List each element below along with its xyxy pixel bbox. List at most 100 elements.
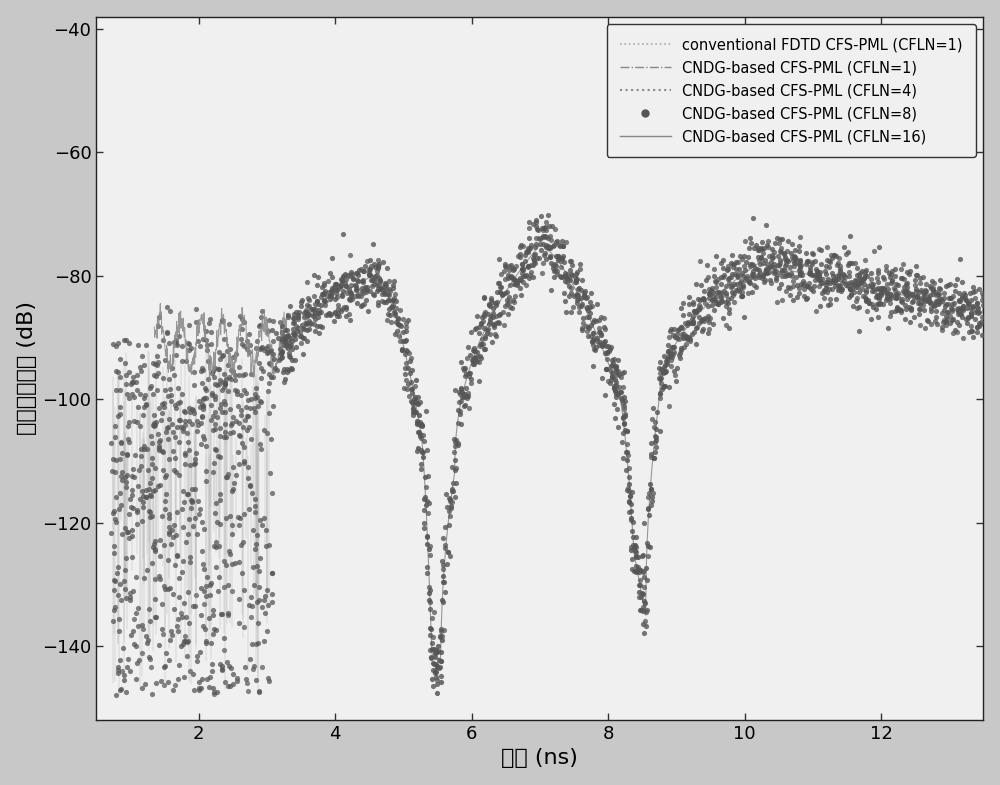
Point bbox=[901, 289, 917, 301]
Point bbox=[295, 348, 311, 360]
Point bbox=[876, 283, 892, 295]
Point bbox=[661, 400, 677, 413]
Point bbox=[156, 397, 172, 410]
Point bbox=[880, 283, 896, 295]
Point bbox=[342, 314, 358, 327]
Point bbox=[778, 267, 794, 279]
Point bbox=[534, 267, 550, 279]
Point bbox=[191, 508, 207, 520]
Point bbox=[419, 495, 435, 508]
Point bbox=[112, 352, 128, 365]
Point bbox=[819, 276, 835, 289]
Point bbox=[853, 276, 869, 288]
Point bbox=[134, 619, 150, 631]
Point bbox=[910, 293, 926, 305]
Point bbox=[272, 343, 288, 356]
Point bbox=[663, 323, 679, 335]
Point bbox=[563, 287, 579, 299]
Point bbox=[591, 338, 607, 351]
Point bbox=[428, 666, 444, 678]
Point bbox=[203, 326, 219, 338]
Point bbox=[132, 493, 148, 506]
Point bbox=[138, 491, 154, 504]
Point bbox=[244, 600, 260, 612]
Point bbox=[883, 305, 899, 318]
Point bbox=[162, 582, 178, 594]
Point bbox=[366, 289, 382, 301]
Point bbox=[122, 594, 138, 607]
Point bbox=[835, 268, 851, 280]
Point bbox=[206, 623, 222, 635]
Point bbox=[247, 493, 263, 506]
Point bbox=[932, 283, 948, 295]
Point bbox=[851, 301, 867, 313]
Point bbox=[954, 302, 970, 315]
Point bbox=[262, 466, 278, 479]
Point bbox=[619, 445, 635, 458]
Point bbox=[113, 593, 129, 606]
Point bbox=[897, 286, 913, 298]
Point bbox=[594, 339, 610, 352]
Point bbox=[118, 481, 134, 494]
Point bbox=[168, 529, 184, 542]
Point bbox=[971, 283, 987, 295]
Point bbox=[290, 309, 306, 321]
Point bbox=[537, 229, 553, 242]
Point bbox=[386, 305, 402, 318]
Point bbox=[864, 298, 880, 310]
Point bbox=[188, 302, 204, 315]
Point bbox=[345, 272, 361, 285]
Point bbox=[220, 468, 236, 480]
Point bbox=[535, 230, 551, 243]
Point bbox=[241, 599, 257, 612]
Point bbox=[429, 674, 445, 686]
Point bbox=[168, 334, 184, 346]
Point bbox=[799, 256, 815, 268]
Point bbox=[908, 269, 924, 282]
Point bbox=[604, 367, 620, 379]
Point bbox=[266, 352, 282, 365]
Point bbox=[583, 330, 599, 342]
Point bbox=[960, 298, 976, 310]
Point bbox=[256, 593, 272, 606]
Point bbox=[405, 403, 421, 415]
Point bbox=[896, 286, 912, 298]
Point bbox=[793, 265, 809, 278]
Point bbox=[794, 268, 810, 281]
Point bbox=[528, 215, 544, 228]
Point bbox=[444, 495, 460, 508]
Point bbox=[104, 465, 120, 477]
Point bbox=[181, 414, 197, 427]
Point bbox=[746, 279, 762, 291]
Point bbox=[422, 622, 438, 634]
Point bbox=[170, 612, 186, 625]
Point bbox=[690, 292, 706, 305]
Point bbox=[700, 300, 716, 312]
Point bbox=[761, 250, 777, 262]
Point bbox=[263, 343, 279, 356]
Point bbox=[407, 406, 423, 418]
Point bbox=[821, 255, 837, 268]
Point bbox=[685, 314, 701, 327]
Point bbox=[196, 563, 212, 575]
Point bbox=[193, 681, 209, 694]
Point bbox=[108, 454, 124, 466]
Point bbox=[176, 496, 192, 509]
Point bbox=[140, 633, 156, 646]
Point bbox=[422, 539, 438, 552]
Point bbox=[294, 294, 310, 307]
Point bbox=[545, 261, 561, 274]
Point bbox=[809, 270, 825, 283]
Point bbox=[619, 425, 635, 437]
Point bbox=[273, 348, 289, 360]
Point bbox=[603, 341, 619, 353]
Point bbox=[484, 296, 500, 309]
Point bbox=[699, 259, 715, 272]
Point bbox=[685, 309, 701, 322]
Point bbox=[608, 378, 624, 391]
Point bbox=[682, 335, 698, 348]
Point bbox=[506, 295, 522, 308]
Point bbox=[194, 398, 210, 411]
Point bbox=[228, 348, 244, 360]
Point bbox=[522, 268, 538, 281]
